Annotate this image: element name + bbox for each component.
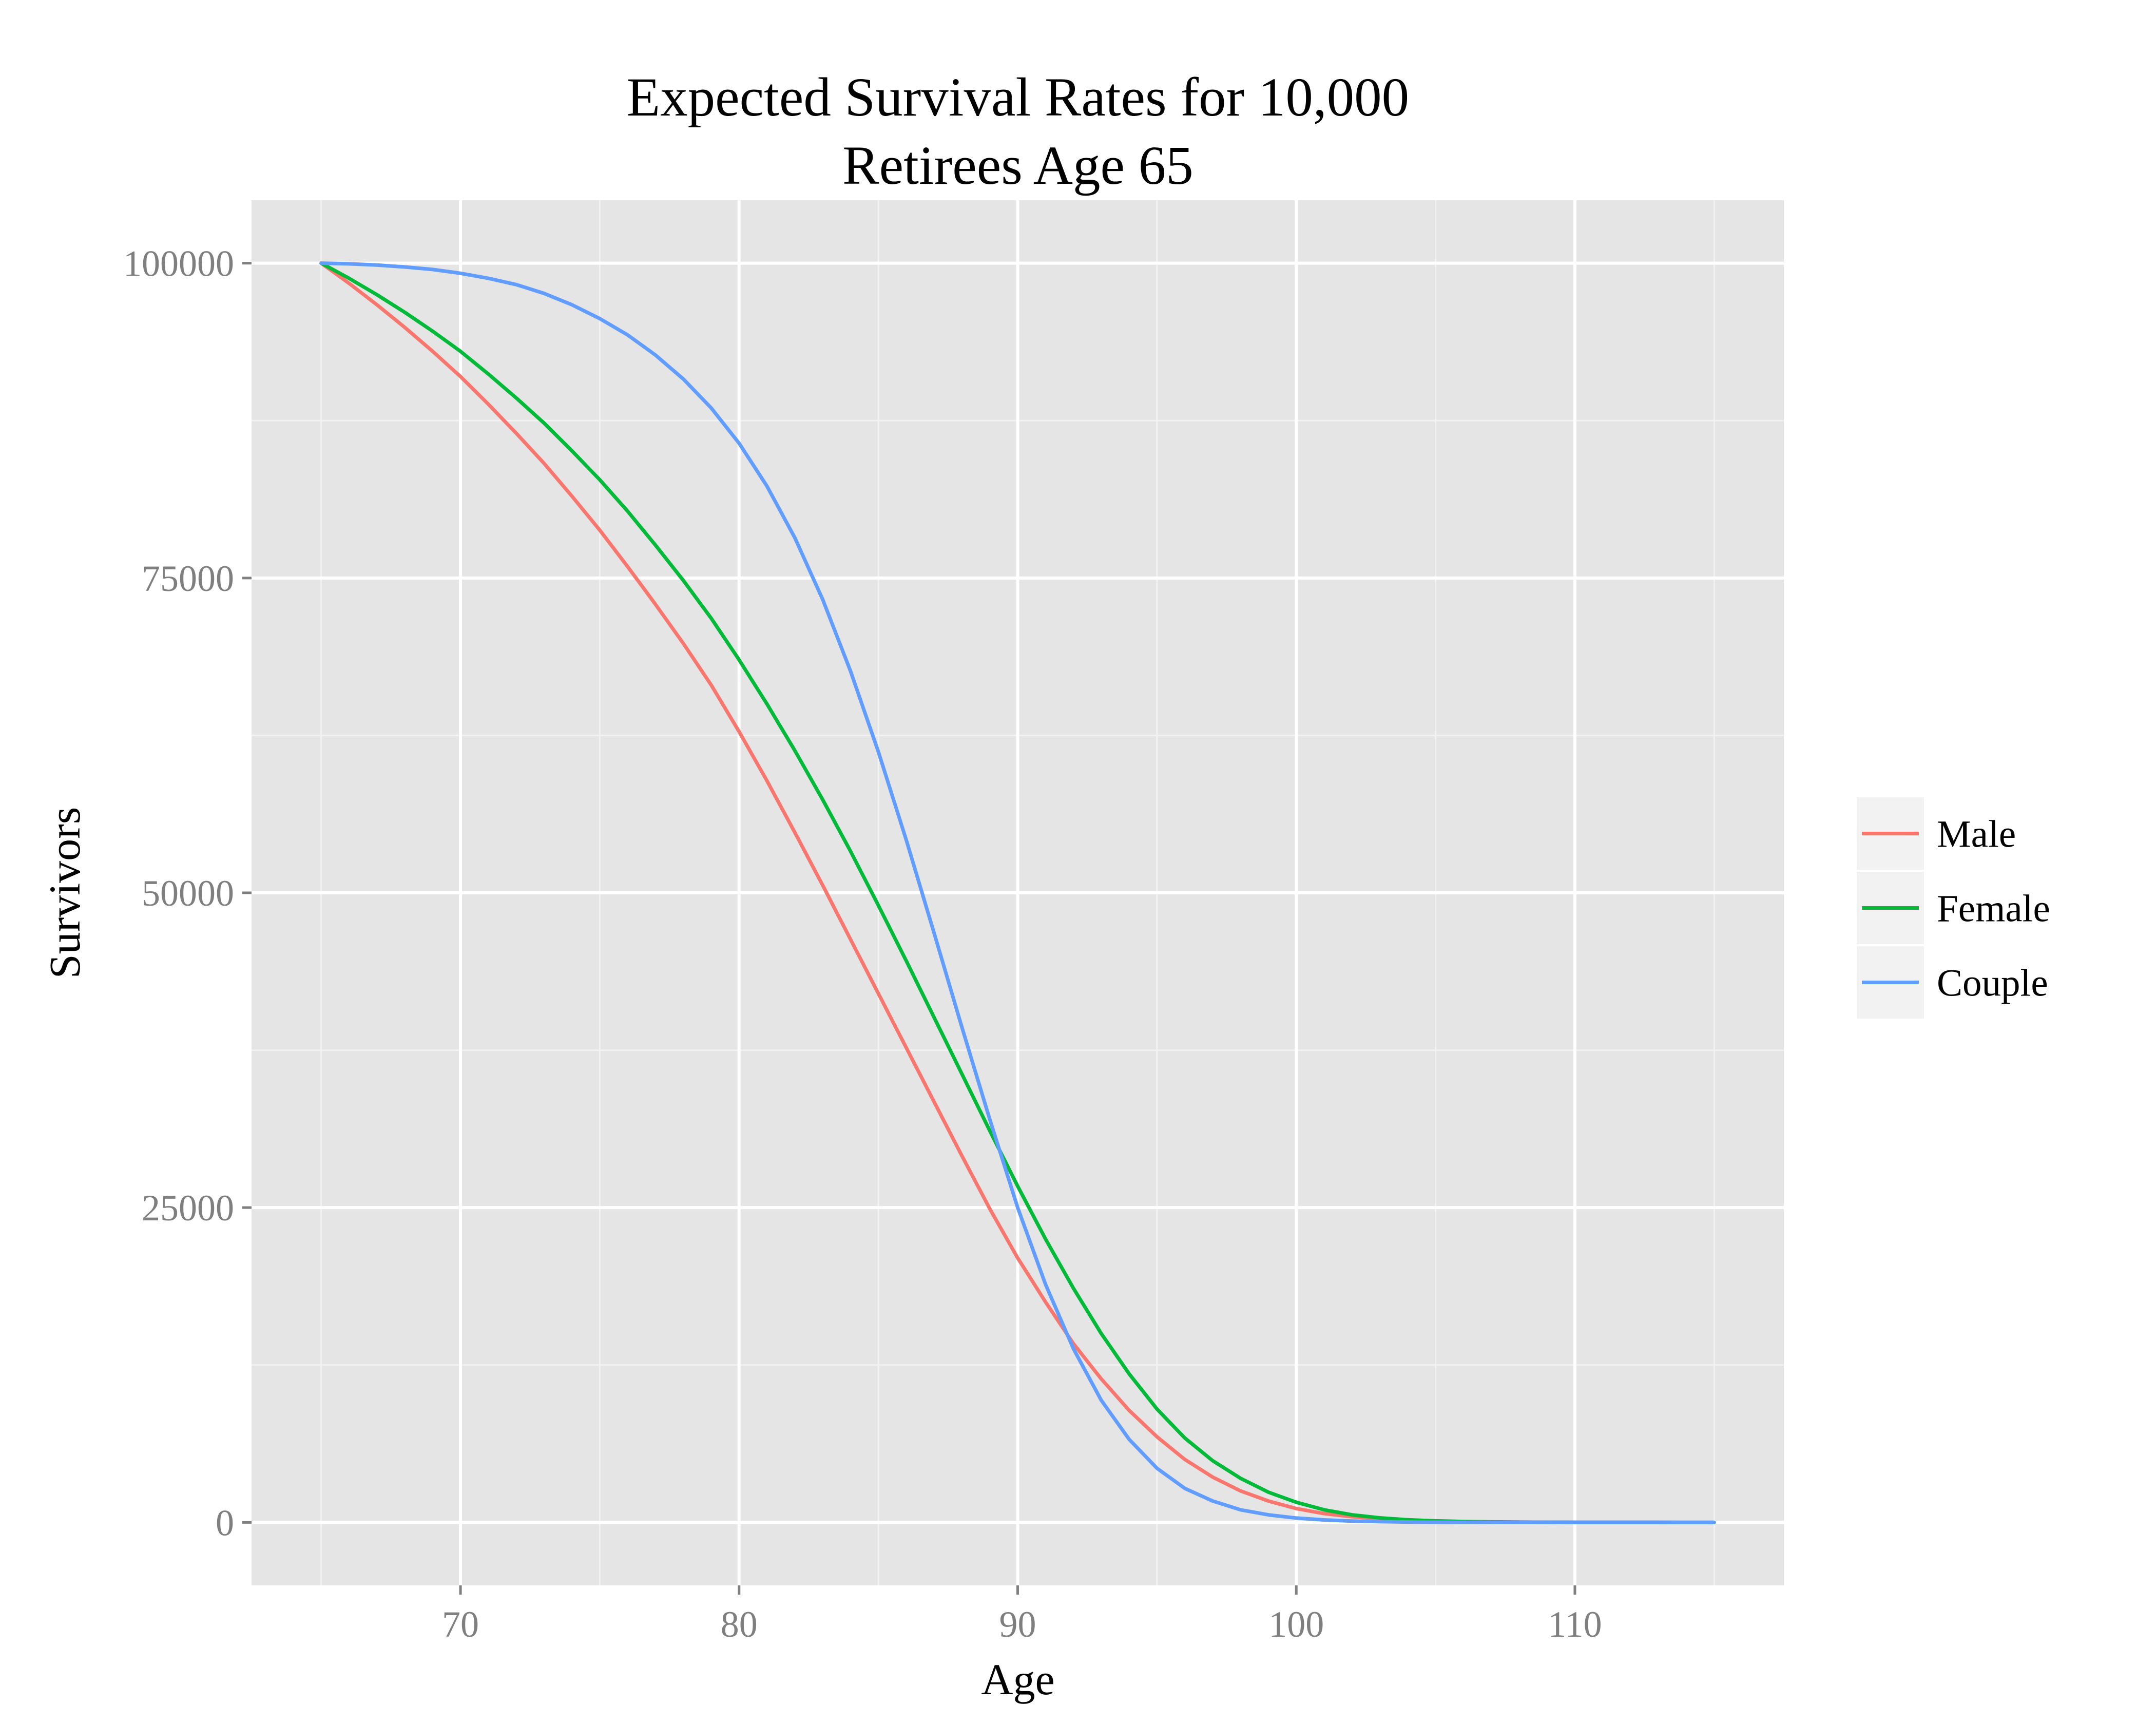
y-tick-label: 75000 xyxy=(142,558,234,599)
x-tick-label: 100 xyxy=(1268,1604,1324,1645)
y-tick-label: 100000 xyxy=(123,243,234,284)
y-tick-label: 0 xyxy=(216,1502,234,1543)
x-axis-title: Age xyxy=(981,1655,1054,1704)
legend-label-couple: Couple xyxy=(1937,962,2048,1005)
chart-title-line-2: Retirees Age 65 xyxy=(842,136,1193,196)
series-line-couple xyxy=(319,261,1716,1524)
legend: Male Female Couple xyxy=(1855,795,2050,1021)
x-axis-ticks: 70 80 90 100 110 xyxy=(442,1585,1602,1645)
series-lines xyxy=(319,261,1716,1524)
y-axis-ticks: 0 25000 50000 75000 100000 xyxy=(123,243,252,1543)
legend-label-female: Female xyxy=(1937,888,2050,930)
x-tick-label: 80 xyxy=(721,1604,758,1645)
y-tick-label: 25000 xyxy=(142,1187,234,1229)
x-tick-label: 70 xyxy=(442,1604,479,1645)
x-tick-label: 110 xyxy=(1548,1604,1602,1645)
y-tick-label: 50000 xyxy=(142,873,234,914)
y-axis-title: Survivors xyxy=(40,807,89,979)
chart-title-line-1: Expected Survival Rates for 10,000 xyxy=(627,67,1409,128)
x-tick-label: 90 xyxy=(999,1604,1036,1645)
legend-label-male: Male xyxy=(1937,813,2016,856)
